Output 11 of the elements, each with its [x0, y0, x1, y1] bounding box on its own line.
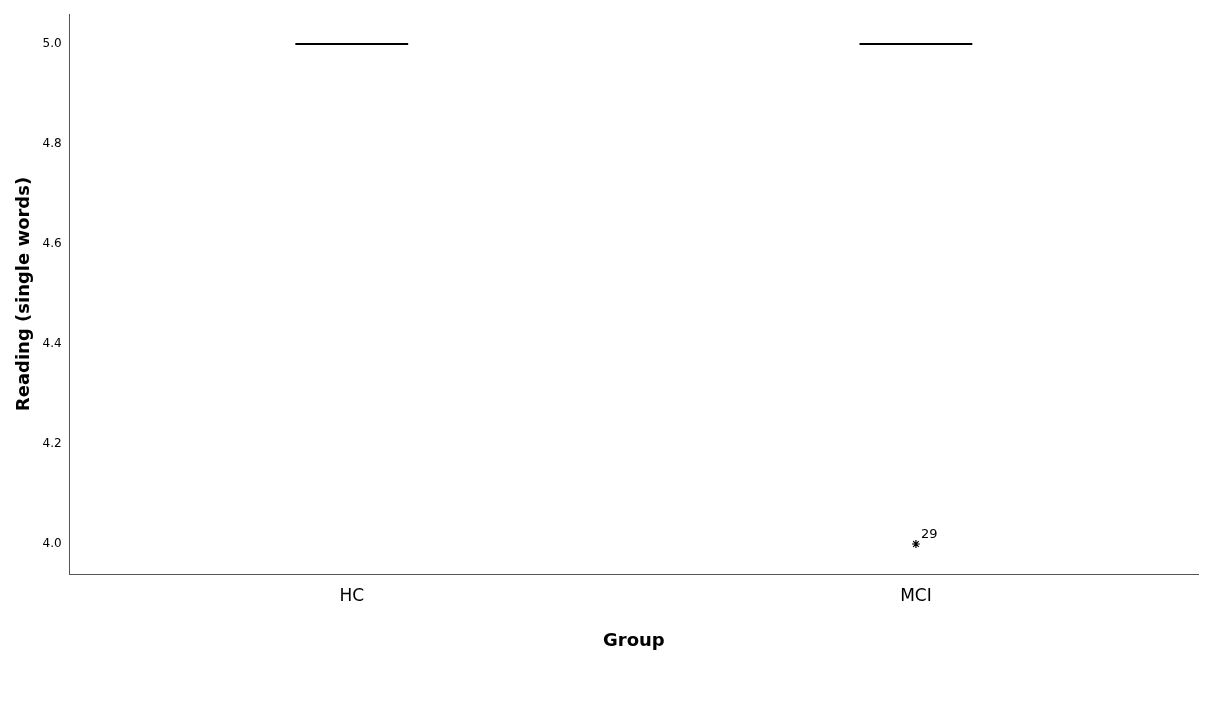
x-tick-label: HC [339, 584, 365, 605]
y-tick-label: 4.4 [42, 336, 62, 351]
annotation: 29 [920, 525, 938, 541]
y-tick-label: 4.6 [42, 236, 62, 251]
y-tick-label: 5.0 [42, 36, 62, 51]
y-tick-label: 4.0 [42, 536, 62, 551]
y-tick-label: 4.8 [42, 136, 62, 151]
y-tick-label: 4.2 [42, 436, 62, 451]
y-axis-title: Reading (single words) [12, 176, 34, 412]
x-axis-title: Group [602, 628, 665, 650]
x-tick-label: MCI [900, 584, 932, 605]
